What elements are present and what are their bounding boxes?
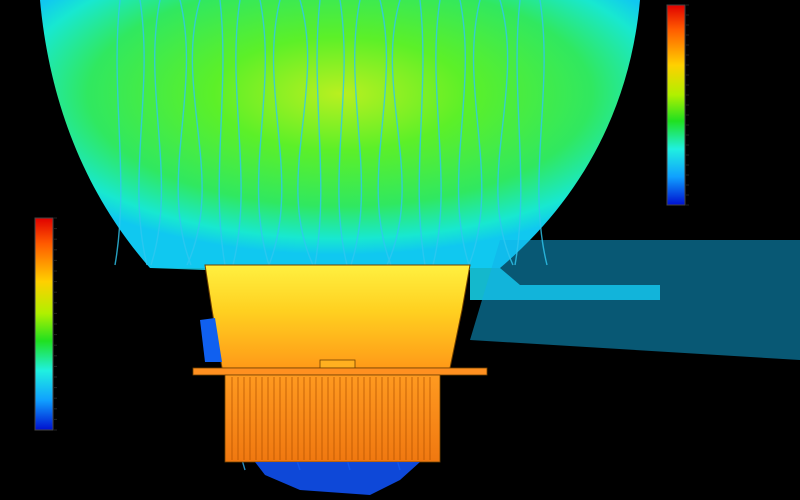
streamline	[297, 0, 314, 266]
streamline	[338, 0, 348, 266]
flange	[192, 367, 488, 376]
streamline	[177, 0, 192, 266]
streamline	[257, 0, 270, 266]
streamline	[468, 0, 483, 266]
streamline	[218, 0, 226, 266]
lamp-housing	[204, 264, 471, 369]
streamline	[114, 0, 122, 266]
heat-sink-fins	[231, 377, 431, 460]
streamline	[138, 0, 148, 266]
streamline	[432, 0, 442, 266]
streamline	[514, 0, 522, 266]
streamline	[268, 0, 283, 266]
streamline	[150, 0, 163, 266]
streamline	[497, 0, 514, 266]
streamline	[386, 0, 403, 266]
streamline	[350, 0, 363, 266]
airflow-plume	[40, 0, 640, 268]
streamline	[232, 0, 242, 266]
streamline	[186, 0, 203, 266]
heat-sink	[224, 374, 441, 463]
streamline	[314, 0, 322, 266]
cold-zone-bottom	[255, 462, 420, 495]
streamline	[457, 0, 470, 266]
color-scale-left	[34, 217, 54, 431]
streamline	[538, 0, 548, 266]
color-scale-right	[666, 4, 686, 206]
cold-zone-left	[200, 318, 222, 362]
side-flow-right	[470, 240, 800, 360]
scale-ticks	[53, 4, 689, 431]
lamp-connector	[319, 359, 356, 369]
streamline	[418, 0, 426, 266]
streamline	[377, 0, 392, 266]
